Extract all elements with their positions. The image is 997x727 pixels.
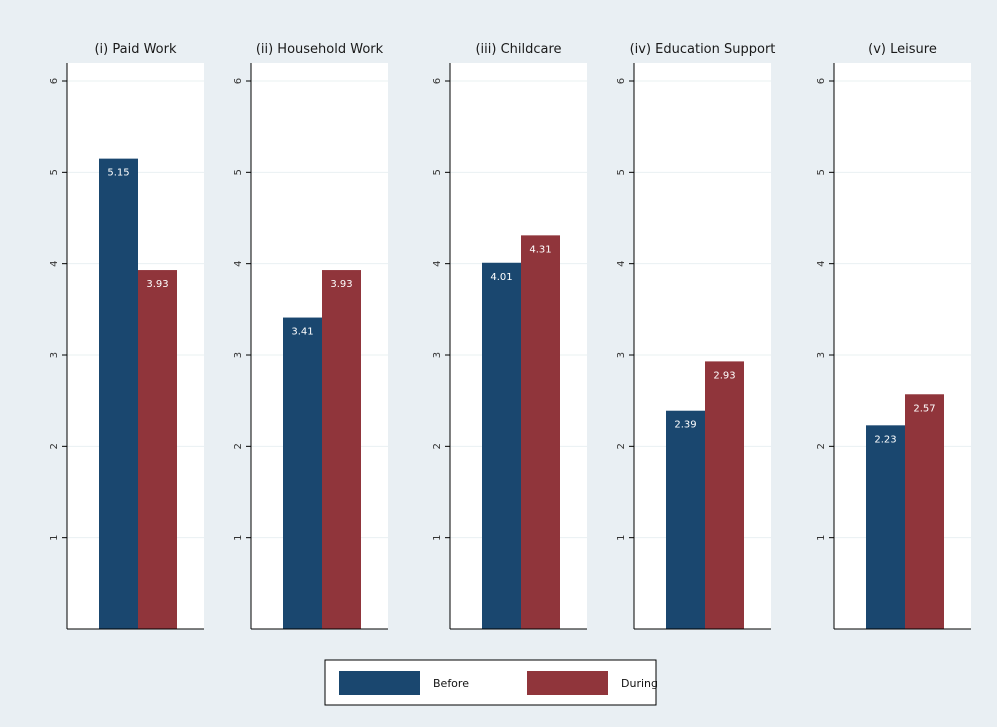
y-tick-label: 2: [233, 443, 244, 449]
data-label: 5.15: [107, 168, 129, 179]
y-tick-label: 5: [616, 169, 627, 175]
y-tick-label: 4: [49, 260, 60, 266]
bar-during: [322, 270, 361, 629]
legend-label-before: Before: [433, 677, 469, 690]
y-tick-label: 3: [616, 352, 627, 358]
bar-during: [705, 361, 744, 629]
data-label: 2.93: [713, 370, 735, 381]
panel-title: (i) Paid Work: [94, 42, 176, 57]
y-tick-label: 6: [616, 78, 627, 84]
data-label: 3.93: [146, 279, 168, 290]
y-tick-label: 2: [816, 443, 827, 449]
panel-4: (iv) Education Support 2.39 2.93 1 2 3 4 5 6: [616, 42, 776, 630]
legend-label-during: During: [621, 677, 658, 690]
y-tick-label: 2: [49, 443, 60, 449]
y-tick-label: 5: [816, 169, 827, 175]
bar-during: [905, 394, 944, 629]
y-tick-label: 6: [49, 78, 60, 84]
y-tick-label: 6: [233, 78, 244, 84]
data-label: 4.31: [529, 244, 551, 255]
y-tick-label: 1: [49, 534, 60, 540]
y-tick-label: 1: [816, 534, 827, 540]
legend: Before During: [324, 659, 658, 706]
y-tick-label: 2: [432, 443, 443, 449]
panel-title: (iv) Education Support: [630, 42, 776, 57]
legend-swatch-during: [527, 671, 608, 695]
bar-before: [866, 425, 905, 629]
panel-5: (v) Leisure 2.23 2.57 1 2 3 4 5 6: [816, 42, 971, 630]
y-tick-label: 6: [816, 78, 827, 84]
y-tick-label: 3: [49, 352, 60, 358]
bar-during: [138, 270, 177, 629]
y-tick-label: 4: [432, 260, 443, 266]
bar-before: [666, 410, 705, 629]
y-tick-label: 1: [233, 534, 244, 540]
y-tick-label: 4: [616, 260, 627, 266]
y-tick-label: 3: [233, 352, 244, 358]
legend-swatch-before: [339, 671, 420, 695]
data-label: 2.23: [874, 434, 896, 445]
y-tick-label: 4: [816, 260, 827, 266]
y-tick-label: 5: [49, 169, 60, 175]
panel-3: (iii) Childcare 4.01 4.31 1 2 3 4 5 6: [432, 42, 587, 630]
y-tick-label: 1: [432, 534, 443, 540]
bar-before: [482, 262, 521, 629]
panel-1: (i) Paid Work 5.15 3.93 1 2 3 4 5 6: [49, 42, 204, 630]
y-tick-label: 6: [432, 78, 443, 84]
data-label: 4.01: [490, 272, 512, 283]
y-tick-label: 2: [616, 443, 627, 449]
bar-before: [283, 317, 322, 629]
panel-title: (ii) Household Work: [256, 42, 384, 57]
y-tick-label: 5: [432, 169, 443, 175]
y-tick-label: 3: [816, 352, 827, 358]
panel-title: (iii) Childcare: [475, 42, 561, 57]
panel-title: (v) Leisure: [868, 42, 937, 57]
bar-before: [99, 158, 138, 629]
data-label: 2.57: [913, 403, 935, 414]
y-tick-label: 3: [432, 352, 443, 358]
panel-2: (ii) Household Work 3.41 3.93 1 2 3 4 5 6: [233, 42, 388, 630]
y-tick-label: 1: [616, 534, 627, 540]
bar-during: [521, 235, 560, 629]
data-label: 3.41: [291, 327, 313, 338]
y-tick-label: 4: [233, 260, 244, 266]
data-label: 2.39: [674, 420, 696, 431]
y-tick-label: 5: [233, 169, 244, 175]
data-label: 3.93: [330, 279, 352, 290]
